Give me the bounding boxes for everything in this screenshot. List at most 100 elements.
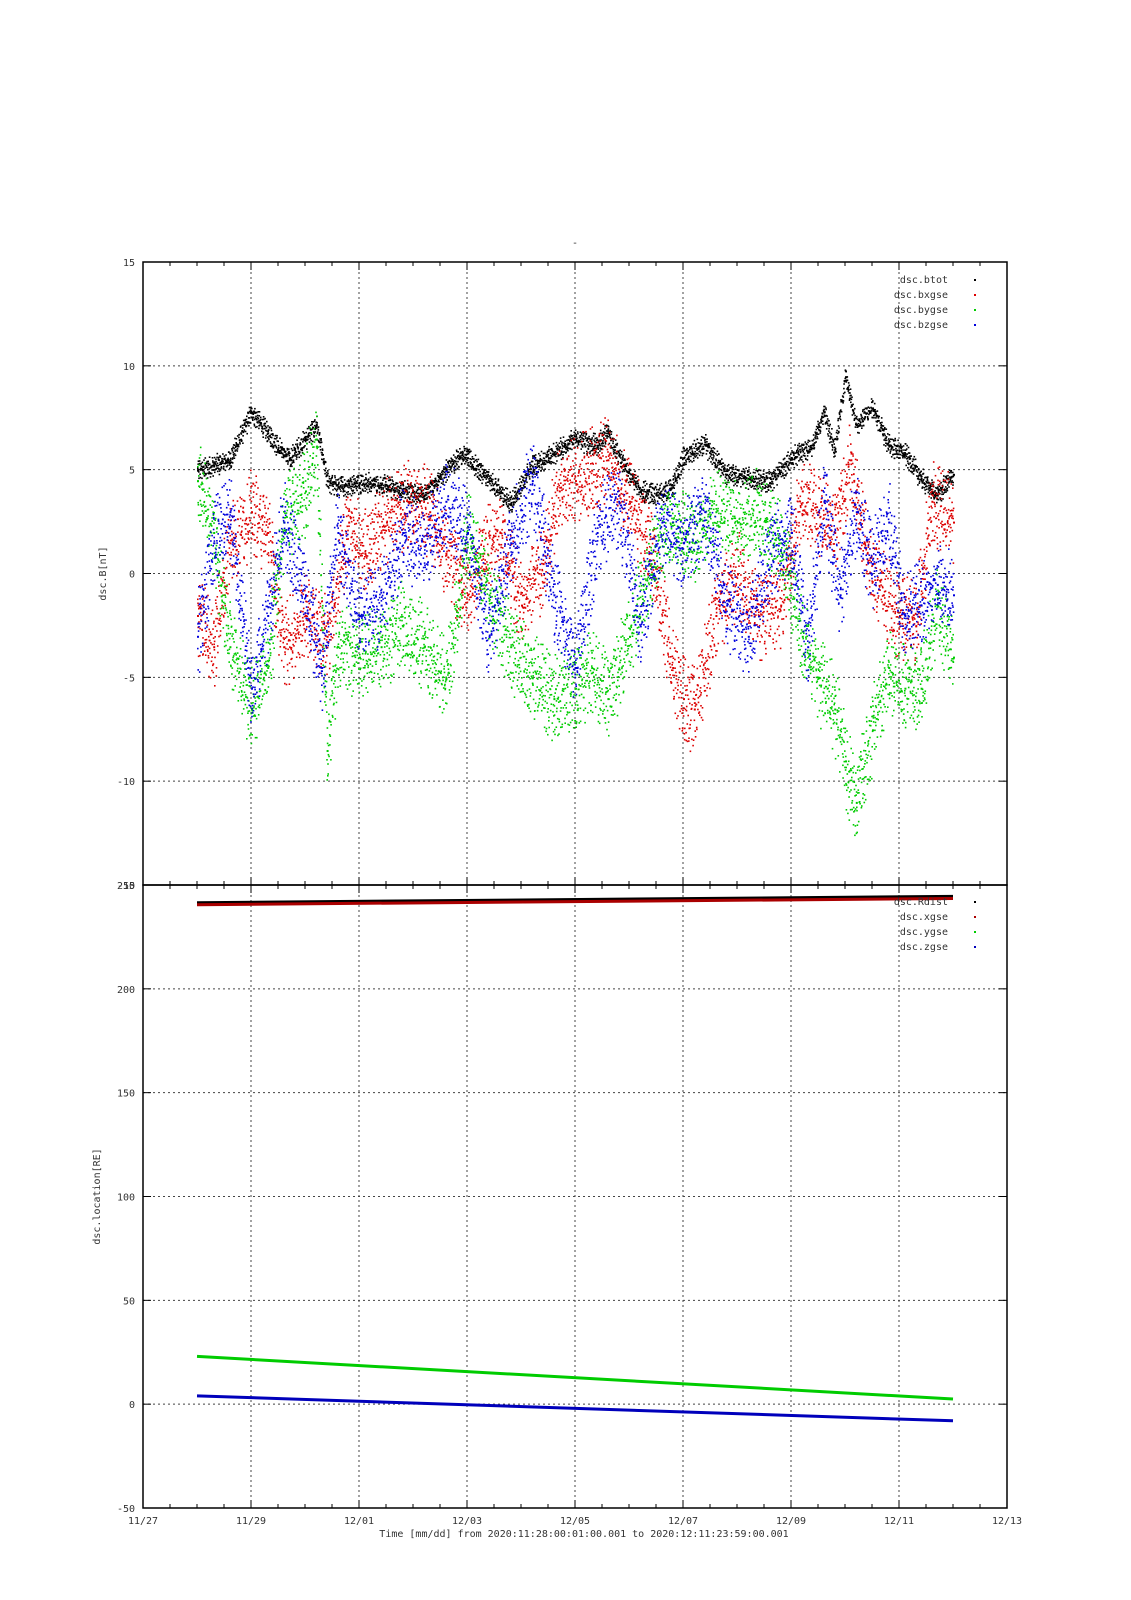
data-point-dsc-btot [563,451,565,453]
data-point-dsc-btot [219,455,221,457]
data-point-dsc-btot [768,477,771,479]
data-point-dsc-btot [604,427,606,430]
data-point-dsc-bxgse [367,581,370,583]
data-point-dsc-btot [281,456,283,458]
data-point-dsc-btot [728,473,731,476]
top-ytick-label: 5 [129,466,135,477]
data-point-dsc-bxgse [223,537,226,540]
data-point-dsc-bxgse [330,635,333,638]
data-point-dsc-btot [547,459,550,462]
data-point-dsc-btot [674,477,677,479]
data-point-dsc-btot [657,491,660,494]
data-point-dsc-btot [226,464,229,467]
data-point-dsc-btot [905,455,908,458]
data-point-dsc-btot [545,453,548,456]
data-point-dsc-bxgse [268,554,270,557]
data-point-dsc-btot [236,448,239,450]
data-point-dsc-bxgse [338,539,340,541]
data-point-dsc-btot [662,488,664,491]
data-point-dsc-bxgse [267,526,269,529]
data-point-dsc-bxgse [209,631,212,633]
data-point-dsc-btot [577,440,579,443]
data-point-dsc-btot [540,469,542,472]
data-point-dsc-btot [350,478,352,481]
data-point-dsc-bxgse [345,566,347,568]
data-point-dsc-btot [457,455,459,457]
data-point-dsc-btot [474,454,477,457]
data-point-dsc-btot [683,450,685,452]
data-point-dsc-bxgse [245,542,247,545]
data-point-dsc-btot [297,446,300,449]
data-point-dsc-btot [229,461,231,464]
data-point-dsc-bxgse [285,636,288,638]
data-point-dsc-btot [211,469,213,471]
data-point-dsc-bxgse [369,559,371,561]
data-point-dsc-btot [200,462,203,465]
data-point-dsc-btot [463,459,465,461]
data-point-dsc-btot [745,467,747,470]
data-point-dsc-btot [353,492,356,494]
data-point-dsc-btot [302,441,304,443]
data-point-dsc-bxgse [296,629,298,632]
data-point-dsc-btot [270,429,273,432]
data-point-dsc-btot [370,486,373,488]
data-point-dsc-btot [797,452,799,454]
data-point-dsc-bxgse [238,511,240,513]
data-point-dsc-btot [711,458,714,461]
data-point-dsc-btot [583,452,585,454]
data-point-dsc-btot [609,429,611,432]
data-point-dsc-btot [678,473,681,476]
data-point-dsc-bxgse [274,589,277,592]
data-point-dsc-btot [432,491,434,494]
data-point-dsc-btot [834,455,836,457]
data-point-dsc-btot [900,444,902,447]
data-point-dsc-btot [605,424,608,426]
data-point-dsc-bxgse [336,559,339,561]
data-point-dsc-bxgse [419,502,421,504]
data-point-dsc-btot [367,480,370,482]
data-point-dsc-btot [860,415,863,417]
data-point-dsc-btot [921,487,923,489]
data-point-dsc-bxgse [260,567,263,570]
data-point-dsc-btot [821,420,824,422]
data-point-dsc-bxgse [335,582,338,584]
data-point-dsc-btot [885,436,888,438]
data-point-dsc-bxgse [371,581,373,583]
data-point-dsc-btot [579,431,582,433]
data-point-dsc-bxgse [418,493,421,496]
data-point-dsc-btot [257,417,260,420]
data-point-dsc-btot [400,496,403,499]
data-point-dsc-btot [281,448,283,450]
data-point-dsc-bxgse [288,631,290,634]
data-point-dsc-bxgse [384,511,387,513]
data-point-dsc-btot [296,445,299,447]
data-point-dsc-btot [200,467,203,470]
data-point-dsc-btot [599,432,602,435]
data-point-dsc-btot [813,448,815,450]
data-point-dsc-bxgse [312,593,314,595]
data-point-dsc-btot [557,447,559,450]
data-point-dsc-btot [877,417,880,419]
data-point-dsc-btot [312,427,315,429]
data-point-dsc-btot [333,483,335,485]
data-point-dsc-btot [198,471,200,473]
data-point-dsc-btot [928,484,930,487]
data-point-dsc-bxgse [412,490,414,492]
data-point-dsc-btot [428,487,430,489]
data-point-dsc-bxgse [205,630,208,632]
data-point-dsc-btot [385,481,387,483]
data-point-dsc-bxgse [278,609,280,612]
data-point-dsc-btot [796,451,798,454]
data-point-dsc-bxgse [356,519,359,522]
data-point-dsc-bxgse [310,634,313,636]
data-point-dsc-btot [909,462,911,464]
data-point-dsc-btot [228,451,230,453]
data-point-dsc-btot [472,469,475,471]
data-point-dsc-btot [566,444,569,446]
data-point-dsc-btot [707,446,710,449]
data-point-dsc-bxgse [288,624,290,626]
data-point-dsc-bxgse [406,499,408,501]
data-point-dsc-btot [908,452,911,454]
data-point-dsc-btot [777,467,779,469]
data-point-dsc-btot [434,485,436,488]
